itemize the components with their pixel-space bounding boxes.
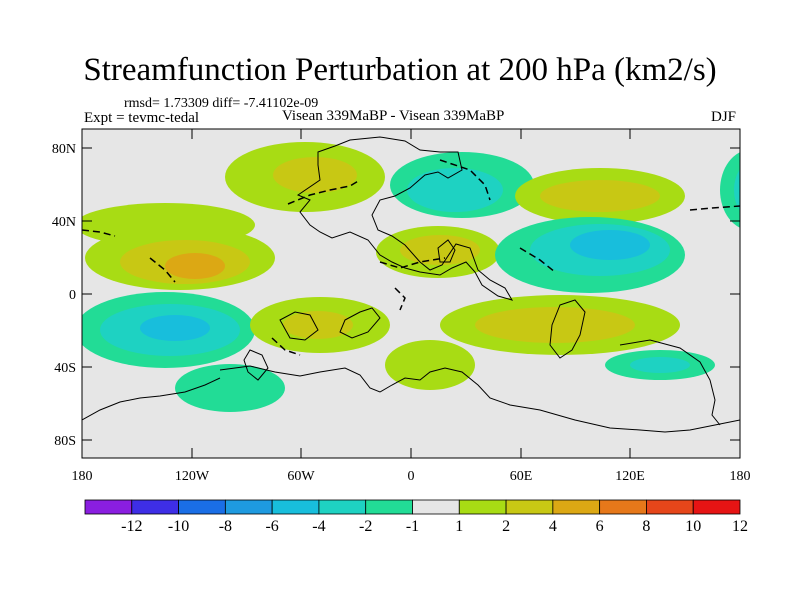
boundary-line: [519, 247, 556, 273]
colorbar-swatch: [178, 499, 226, 515]
negative-anomaly: [734, 169, 740, 211]
colorbar-label: -6: [265, 518, 278, 535]
coastline: [339, 307, 381, 339]
colorbar-label: 8: [642, 518, 650, 535]
lon-ticks: [81, 129, 741, 458]
plate-boundaries: [82, 159, 740, 356]
boundary-line: [82, 229, 116, 237]
negative-anomaly: [140, 315, 210, 341]
boundary-line: [394, 287, 406, 311]
lon-label-60e: 60E: [510, 469, 533, 484]
colorbar-label: 4: [549, 518, 557, 535]
coastline: [619, 339, 721, 426]
coastline: [437, 239, 456, 263]
colorbar-swatch: [458, 499, 507, 515]
boundary-line: [287, 179, 361, 205]
positive-anomaly: [273, 157, 357, 193]
colorbar-label: -10: [168, 518, 189, 535]
colorbar: -12 -10 -8 -6 -4 -2 -1 1 2 4 6 8 10 12: [84, 499, 748, 535]
colorbar-swatch: [646, 499, 694, 515]
colorbar-swatch: [505, 499, 554, 515]
lat-label-80n: 80N: [52, 142, 76, 157]
colorbar-swatch: [224, 499, 273, 515]
lat-label-40s: 40S: [54, 361, 76, 376]
negative-anomaly: [720, 152, 740, 228]
colorbar-label: 6: [596, 518, 604, 535]
colorbar-label: -4: [312, 518, 325, 535]
negative-anomaly: [175, 364, 285, 412]
coastlines: [82, 136, 740, 433]
lon-label-120w: 120W: [175, 469, 210, 484]
experiment-label: Expt = tevmc-tedal: [84, 110, 200, 126]
negative-anomaly: [407, 168, 503, 212]
contour-fills: [82, 142, 740, 412]
colorbar-swatch: [271, 499, 320, 515]
negative-anomaly: [570, 230, 650, 260]
coastline: [549, 299, 586, 359]
boundary-line: [439, 159, 491, 201]
colorbar-swatch: [552, 499, 601, 515]
colorbar-label: 10: [685, 518, 701, 535]
colorbar-swatch: [412, 499, 460, 515]
lon-label-180w: 180: [72, 469, 93, 484]
lon-label-180e: 180: [730, 469, 751, 484]
colorbar-swatch: [365, 499, 413, 515]
stats-label: rmsd= 1.73309 diff= -7.41102e-09: [124, 96, 319, 111]
colorbar-swatch: [599, 499, 647, 515]
coastline: [219, 365, 740, 433]
colorbar-swatch: [84, 499, 133, 515]
positive-anomaly: [540, 180, 660, 212]
positive-anomaly: [283, 311, 353, 339]
colorbar-label: -1: [406, 518, 419, 535]
plot-title: Streamfunction Perturbation at 200 hPa (…: [83, 52, 717, 88]
positive-anomaly: [400, 235, 480, 265]
season-label: DJF: [711, 109, 737, 125]
colorbar-label: -8: [219, 518, 232, 535]
boundary-line: [271, 337, 301, 356]
boundary-line: [689, 205, 740, 211]
boundary-line: [149, 257, 176, 283]
lon-label-60w: 60W: [287, 469, 315, 484]
lon-label-120e: 120E: [615, 469, 645, 484]
coastline: [243, 349, 269, 381]
lat-label-40n: 40N: [52, 215, 76, 230]
colorbar-label: -12: [121, 518, 142, 535]
coastline: [279, 311, 319, 341]
positive-anomaly: [385, 340, 475, 390]
comparison-label: Visean 339MaBP - Visean 339MaBP: [282, 108, 505, 124]
coastline: [296, 136, 514, 301]
colorbar-swatch: [131, 499, 179, 515]
colorbar-label: -2: [359, 518, 372, 535]
colorbar-swatch: [692, 499, 741, 515]
lat-ticks: [82, 147, 740, 441]
lat-label-0: 0: [69, 288, 76, 303]
coastline: [82, 377, 221, 421]
colorbar-label: 12: [732, 518, 748, 535]
lon-label-0: 0: [408, 469, 415, 484]
colorbar-label: 2: [502, 518, 510, 535]
negative-anomaly: [630, 357, 690, 373]
colorbar-label: 1: [455, 518, 463, 535]
lat-label-80s: 80S: [54, 434, 76, 449]
colorbar-swatch: [318, 499, 367, 515]
positive-anomaly: [165, 253, 225, 279]
positive-anomaly: [475, 307, 635, 343]
